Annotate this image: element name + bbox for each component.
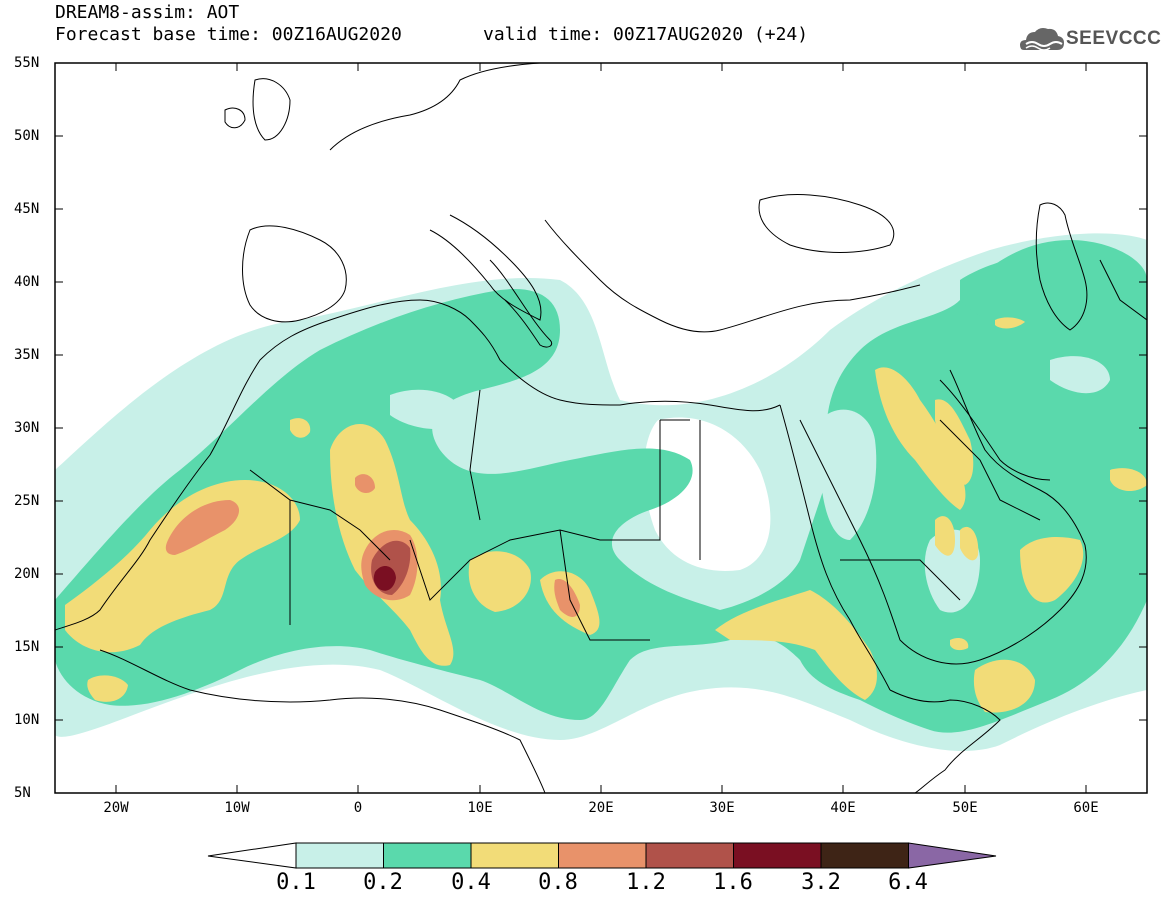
lon-label: 10W — [224, 800, 250, 816]
cloud-logo-icon — [1020, 28, 1064, 51]
lon-label: 0 — [353, 800, 363, 816]
coastlines — [55, 63, 1147, 793]
lon-label: 20E — [588, 800, 614, 816]
colorbar-label: 3.2 — [801, 870, 841, 895]
colorbar — [207, 842, 997, 869]
logo-text: SEEVCCC — [1066, 28, 1162, 49]
colorbar-label: 0.2 — [363, 870, 403, 895]
lat-label: 20N — [14, 566, 40, 582]
colorbar-label: 0.4 — [451, 870, 491, 895]
colorbar-label: 0.8 — [538, 870, 578, 895]
colorbar-segment — [820, 842, 909, 869]
lat-label: 35N — [14, 347, 40, 363]
lat-label: 25N — [14, 493, 40, 509]
lat-label: 10N — [14, 712, 40, 728]
lon-label: 20W — [103, 800, 129, 816]
lat-label: 40N — [14, 274, 40, 290]
lon-label: 60E — [1073, 800, 1099, 816]
lon-label: 50E — [952, 800, 978, 816]
colorbar-label: 6.4 — [888, 870, 928, 895]
lat-label: 5N — [14, 785, 31, 801]
colorbar-segment — [645, 842, 734, 869]
colorbar-label: 0.1 — [276, 870, 316, 895]
lat-label: 55N — [14, 55, 40, 71]
lat-label: 45N — [14, 201, 40, 217]
map-title: DREAM8-assim: AOT — [55, 2, 240, 23]
colorbar-segment — [733, 842, 822, 869]
lat-label: 30N — [14, 420, 40, 436]
lat-label: 50N — [14, 128, 40, 144]
colorbar-over-arrow — [908, 842, 997, 869]
lon-label: 30E — [709, 800, 735, 816]
lon-label: 10E — [467, 800, 493, 816]
colorbar-segment — [295, 842, 384, 869]
seevccc-logo: SEEVCCC — [1018, 22, 1162, 58]
colorbar-under-arrow — [207, 842, 297, 869]
aot-band-1.6 — [373, 566, 396, 591]
map-ticks — [55, 62, 1147, 793]
colorbar-label: 1.6 — [713, 870, 753, 895]
forecast-base-time: Forecast base time: 00Z16AUG2020 — [55, 24, 402, 45]
colorbar-segment — [470, 842, 559, 869]
valid-time: valid time: 00Z17AUG2020 (+24) — [483, 24, 809, 45]
colorbar-segment — [558, 842, 647, 869]
lat-label: 15N — [14, 639, 40, 655]
colorbar-segment — [383, 842, 472, 869]
lon-label: 40E — [830, 800, 856, 816]
aot-field — [55, 233, 1147, 751]
colorbar-label: 1.2 — [626, 870, 666, 895]
